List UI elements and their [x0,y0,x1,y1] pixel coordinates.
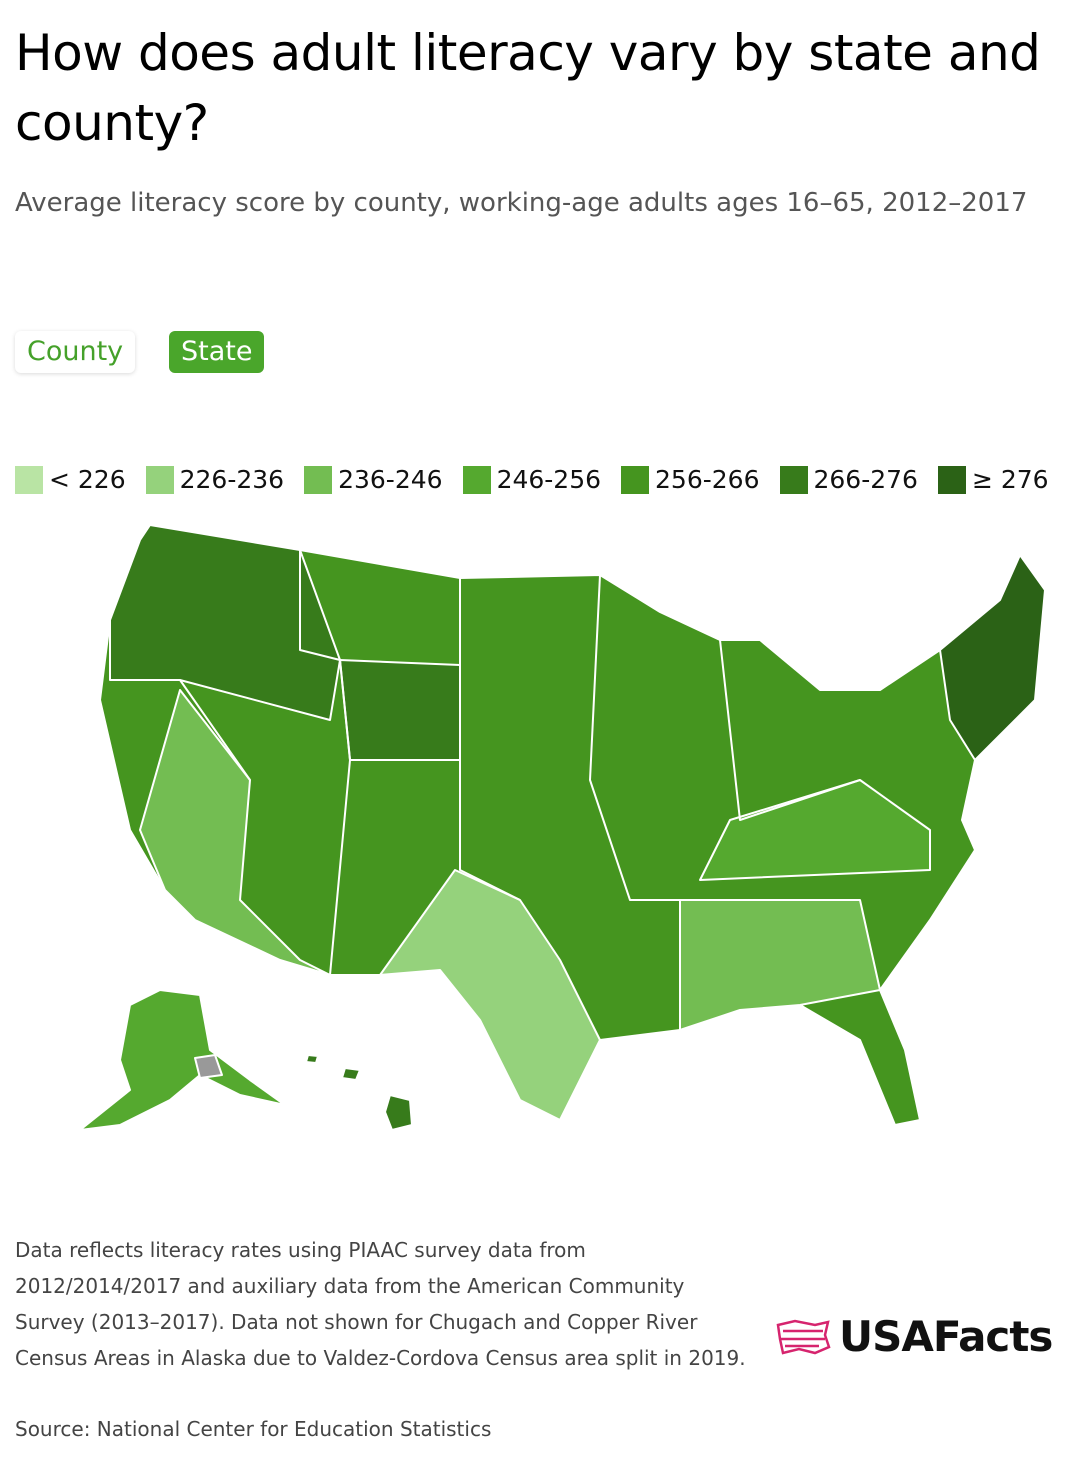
source: Source: National Center for Education St… [15,1417,492,1441]
legend-swatch [462,465,491,494]
legend-item: 266-276 [779,465,918,494]
region-south [679,899,881,1031]
logo: USAFacts [775,1312,1053,1361]
state-border [299,550,351,976]
legend-item: < 226 [15,465,126,494]
alaska [79,989,286,1131]
legend-swatch [15,465,43,494]
region-northeast [939,554,1046,761]
state-border [589,574,680,901]
legend-swatch [304,465,333,494]
legend-label: 226-236 [179,465,285,494]
legend-label: 266-276 [813,465,918,494]
legend-item: 226-236 [145,465,285,494]
legend-swatch [779,465,808,494]
legend-label: ≥ 276 [971,465,1049,494]
state-border [110,679,251,781]
title: How does adult literacy vary by state an… [15,24,1041,152]
hawaii [384,1094,413,1131]
subtitle: Average literacy score by county, workin… [15,188,1028,218]
legend-swatch [621,465,650,494]
legend: < 226 226-236 236-246 246-256 256-266 266-276… [15,465,1049,494]
legend-item: ≥ 276 [937,465,1049,494]
region-texas [379,869,601,1121]
legend-label: 236-246 [338,465,443,494]
legend-label: 246-256 [496,465,602,494]
region-mountain [339,659,461,761]
state-border [719,639,861,821]
legend-item: 256-266 [621,465,760,494]
state-border [459,578,521,901]
alaska-no-data [194,1054,223,1079]
legend-swatch [937,465,966,494]
hawaii [305,1054,319,1064]
legend-item: 246-256 [462,465,602,494]
footnote: Data reflects literacy rates using PIAAC… [15,1238,746,1370]
hawaii [341,1067,361,1081]
region-southwest [139,689,331,976]
county-toggle[interactable]: County [15,331,136,373]
logo-icon [776,1319,831,1355]
map [79,524,1046,1131]
legend-label: 256-266 [655,465,760,494]
logo-text: USAFacts [839,1312,1053,1361]
state-toggle[interactable]: State [169,331,265,373]
legend-label: < 226 [49,465,126,494]
legend-swatch [145,465,174,494]
legend-item: 236-246 [304,465,443,494]
